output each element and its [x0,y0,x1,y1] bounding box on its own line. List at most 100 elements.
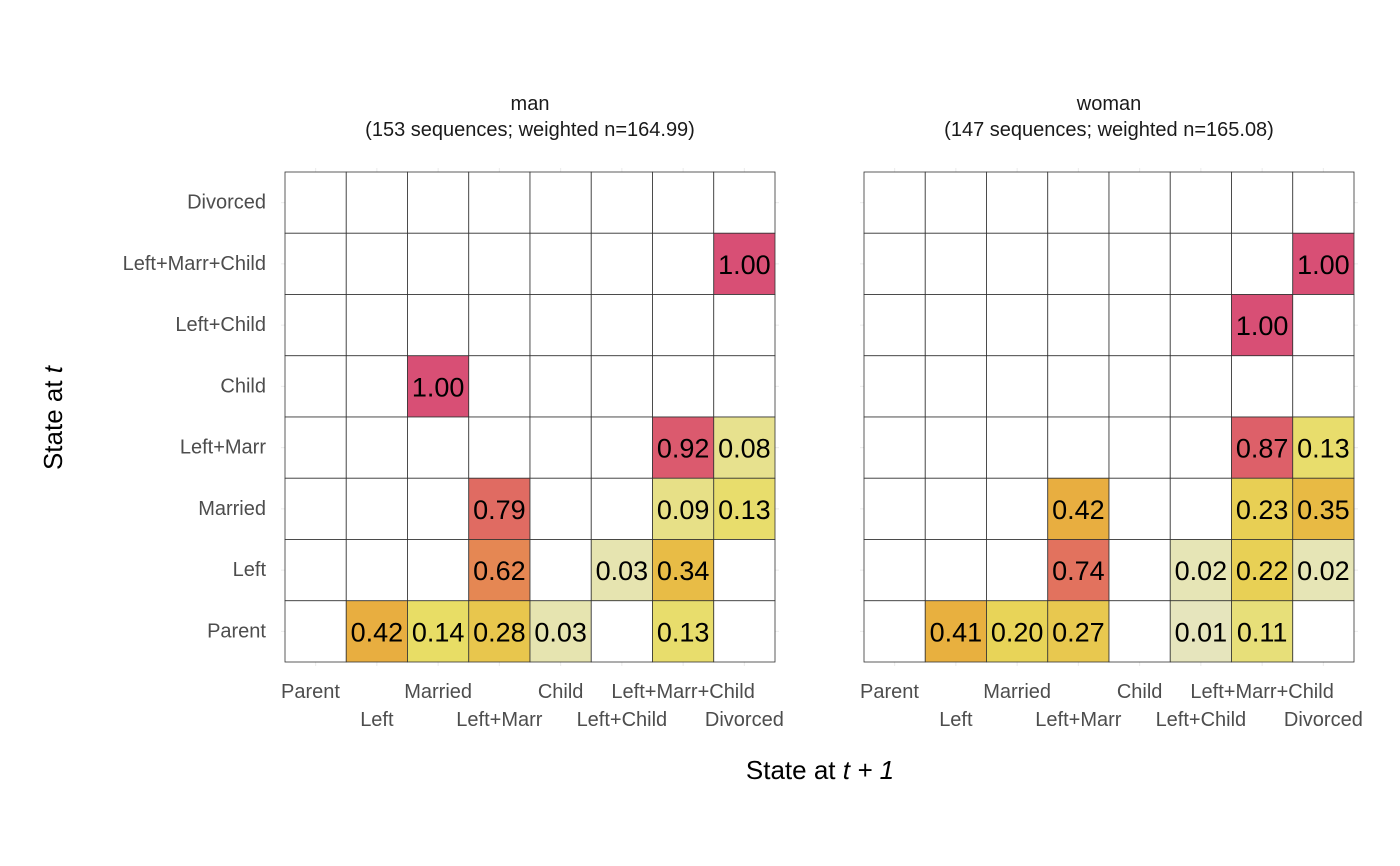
heatmap-cell-empty [1292,600,1355,663]
heatmap-cell-empty [590,232,653,295]
cell-value-label: 0.09 [657,495,710,525]
heatmap-cell-filled [652,539,715,602]
cell-value-label: 0.13 [718,495,771,525]
x-tick-label: Left+Child [577,709,668,731]
heatmap-cell-filled [1231,416,1294,479]
heatmap-cell-empty [863,355,926,418]
heatmap-cell-empty [986,294,1049,357]
heatmap-cell-empty [1231,171,1294,234]
facet-title: man [511,93,550,115]
heatmap-cell-empty [529,477,592,540]
facet-subtitle: (153 sequences; weighted n=164.99) [365,119,695,141]
heatmap-cell-empty [863,477,926,540]
cell-value-label: 1.00 [412,372,465,402]
facet-subtitle: (147 sequences; weighted n=165.08) [944,119,1274,141]
heatmap-cell-empty [284,539,347,602]
heatmap-cell-empty [1169,232,1232,295]
heatmap-cell-empty [590,171,653,234]
cell-value-label: 0.34 [657,556,710,586]
heatmap-cell-empty [590,355,653,418]
heatmap-cell-filled [1292,232,1355,295]
heatmap-cell-empty [1108,232,1171,295]
heatmap-cell-empty [1108,294,1171,357]
heatmap-cell-empty [407,477,470,540]
facet-panel-1: woman (147 sequences; weighted n=165.08) 1… [860,93,1363,731]
heatmap-cell-filled [1292,477,1355,540]
heatmap-cell-empty [1231,232,1294,295]
heatmap-cell-filled [924,600,987,663]
facet-panels: man (153 sequences; weighted n=164.99) 1.0… [123,93,1363,731]
y-axis-ticks: Divorced Left+Marr+Child Left+Child Child Le… [123,192,267,643]
heatmap-cell-empty [863,232,926,295]
heatmap-cell-empty [1047,294,1110,357]
heatmap-cell-empty [713,355,776,418]
heatmap-cell-empty [284,600,347,663]
heatmap-cell-empty [863,294,926,357]
x-axis-ticks: Parent Left Married Left+Marr Child Left+Chil… [860,681,1363,731]
heatmap-cell-empty [345,539,408,602]
heatmap-cell-empty [284,416,347,479]
heatmap-cell-filled [1047,477,1110,540]
heatmap-cell-filled [590,539,653,602]
cell-value-label: 0.23 [1236,495,1289,525]
cell-value-label: 0.28 [473,617,526,647]
heatmap-cell-empty [1108,355,1171,418]
heatmap-cell-empty [407,232,470,295]
heatmap-cell-empty [652,171,715,234]
heatmap-cell-filled [652,600,715,663]
heatmap-cell-empty [529,416,592,479]
cell-value-label: 0.87 [1236,434,1289,464]
heatmap-cell-empty [468,355,531,418]
heatmap-cell-empty [529,294,592,357]
x-tick-label: Left+Child [1156,709,1247,731]
cell-value-label: 0.41 [930,617,983,647]
heatmap-cell-empty [590,416,653,479]
cell-value-label: 0.11 [1237,617,1288,647]
x-tick-label: Parent [860,681,919,703]
x-tick-label: Left+Marr [1035,709,1121,731]
heatmap-cell-filled [1047,600,1110,663]
heatmap-cell-empty [1108,416,1171,479]
cell-value-label: 0.42 [1052,495,1105,525]
heatmap-cell-filled [468,477,531,540]
heatmap-cell-empty [713,294,776,357]
heatmap-cell-empty [1292,294,1355,357]
heatmap-cell-empty [924,355,987,418]
cell-value-label: 0.08 [718,434,771,464]
cell-value-label: 0.02 [1175,556,1228,586]
heatmap-cell-empty [345,294,408,357]
heatmap-cell-filled [1169,600,1232,663]
cell-value-label: 1.00 [1236,311,1289,341]
heatmap-cell-empty [713,171,776,234]
cell-value-label: 0.20 [991,617,1044,647]
cell-value-label: 0.02 [1297,556,1350,586]
heatmap-cell-empty [407,416,470,479]
heatmap-cell-empty [529,232,592,295]
x-tick-label: Left [360,709,394,731]
heatmap-cell-empty [713,600,776,663]
cell-value-label: 0.42 [351,617,404,647]
heatmap-cell-empty [1169,477,1232,540]
heatmap-cells: 1.00 1.00 0.92 0.08 0.79 0.09 0.13 0.62 0.03 0.34… [284,171,776,663]
heatmap-cell-filled [1292,539,1355,602]
heatmap-cell-empty [986,416,1049,479]
heatmap-cell-empty [468,171,531,234]
heatmap-cell-empty [924,232,987,295]
heatmap-cell-empty [1108,600,1171,663]
cell-value-label: 1.00 [718,250,771,280]
y-axis-title: State at t [38,364,68,470]
cell-value-label: 0.13 [1297,434,1350,464]
heatmap-cell-empty [1047,232,1110,295]
heatmap-cell-empty [284,294,347,357]
heatmap-cell-empty [407,539,470,602]
heatmap-cell-empty [284,171,347,234]
heatmap-cell-empty [1108,477,1171,540]
cell-value-label: 0.92 [657,434,710,464]
heatmap-cell-empty [284,355,347,418]
x-tick-label: Left+Marr+Child [1190,681,1333,703]
heatmap-cell-empty [468,294,531,357]
heatmap-cell-empty [1292,171,1355,234]
heatmap-cell-empty [1231,355,1294,418]
heatmap-cell-empty [345,171,408,234]
